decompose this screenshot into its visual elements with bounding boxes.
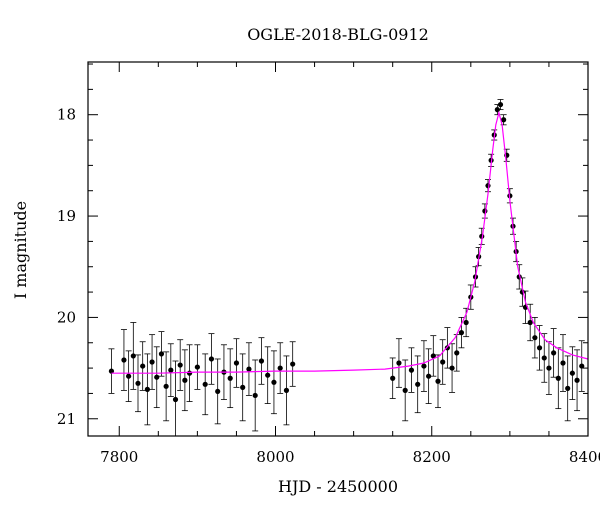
axis-ticks — [88, 62, 589, 436]
data-point — [546, 365, 552, 371]
plot-area: 7800 8000 8200 8400 18 19 20 21 — [57, 61, 600, 466]
x-tick-label: 8000 — [256, 448, 294, 466]
data-point — [458, 330, 465, 336]
data-point — [551, 350, 557, 356]
data-point — [277, 365, 283, 371]
x-tick-label: 7800 — [100, 448, 138, 466]
x-tick-label: 8400 — [569, 448, 600, 466]
data-point — [536, 345, 543, 351]
data-point — [440, 359, 446, 365]
data-point — [421, 363, 427, 369]
data-point — [265, 372, 271, 378]
y-tick-label: 19 — [57, 207, 76, 225]
data-point — [163, 383, 169, 389]
data-point — [140, 363, 146, 369]
data-point — [396, 360, 402, 366]
data-point — [283, 387, 290, 393]
axis-tick-labels: 7800 8000 8200 8400 18 19 20 21 — [57, 106, 600, 466]
data-point — [569, 370, 575, 376]
data-point — [390, 375, 396, 381]
data-point — [494, 107, 500, 113]
data-point — [227, 375, 233, 381]
data-point — [579, 363, 585, 369]
data-point — [415, 381, 421, 387]
data-point — [449, 365, 455, 371]
data-point — [454, 350, 460, 356]
data-point — [182, 377, 188, 383]
data-point — [240, 384, 246, 390]
data-point — [527, 319, 533, 326]
data-point — [233, 360, 240, 366]
data-point — [574, 377, 580, 383]
data-point — [463, 319, 469, 326]
x-axis-title: HJD - 2450000 — [278, 477, 398, 496]
data-point — [430, 353, 436, 359]
chart-title: OGLE-2018-BLG-0912 — [247, 25, 429, 44]
data-point — [168, 367, 174, 373]
data-point — [149, 359, 155, 365]
data-point — [271, 379, 277, 385]
data-point — [482, 208, 488, 214]
plot-frame — [87, 61, 589, 437]
data-point — [485, 183, 491, 189]
data-point — [186, 370, 193, 376]
data-point — [135, 380, 141, 386]
data-point — [215, 388, 221, 395]
error-bars — [108, 99, 585, 436]
data-point — [565, 385, 571, 391]
data-point — [541, 355, 547, 361]
model-curve-group — [111, 110, 589, 374]
data-point — [172, 396, 179, 403]
data-point — [290, 361, 296, 367]
data-point — [426, 373, 432, 379]
data-point — [258, 358, 265, 364]
data-point — [126, 373, 132, 379]
data-point — [144, 386, 150, 392]
data-point — [252, 392, 258, 399]
data-point — [501, 117, 507, 123]
y-tick-label: 20 — [57, 308, 76, 326]
data-point — [130, 353, 136, 359]
data-point — [497, 101, 504, 108]
data-point — [408, 367, 415, 373]
y-tick-label: 18 — [57, 106, 76, 124]
data-point — [532, 335, 538, 341]
y-tick-label: 21 — [57, 410, 76, 428]
data-point — [208, 356, 215, 362]
data-point — [194, 364, 200, 370]
y-axis-title: I magnitude — [11, 201, 30, 299]
data-point — [108, 368, 115, 374]
data-point — [435, 378, 441, 384]
data-point — [555, 375, 561, 381]
data-point — [177, 362, 183, 368]
data-point — [560, 360, 566, 366]
data-point — [154, 374, 160, 380]
data-point — [121, 357, 127, 363]
model-curve — [111, 110, 589, 374]
data-point — [158, 351, 165, 357]
data-point — [402, 387, 408, 393]
data-point — [202, 381, 208, 387]
x-tick-label: 8200 — [413, 448, 451, 466]
data-point — [246, 366, 252, 372]
